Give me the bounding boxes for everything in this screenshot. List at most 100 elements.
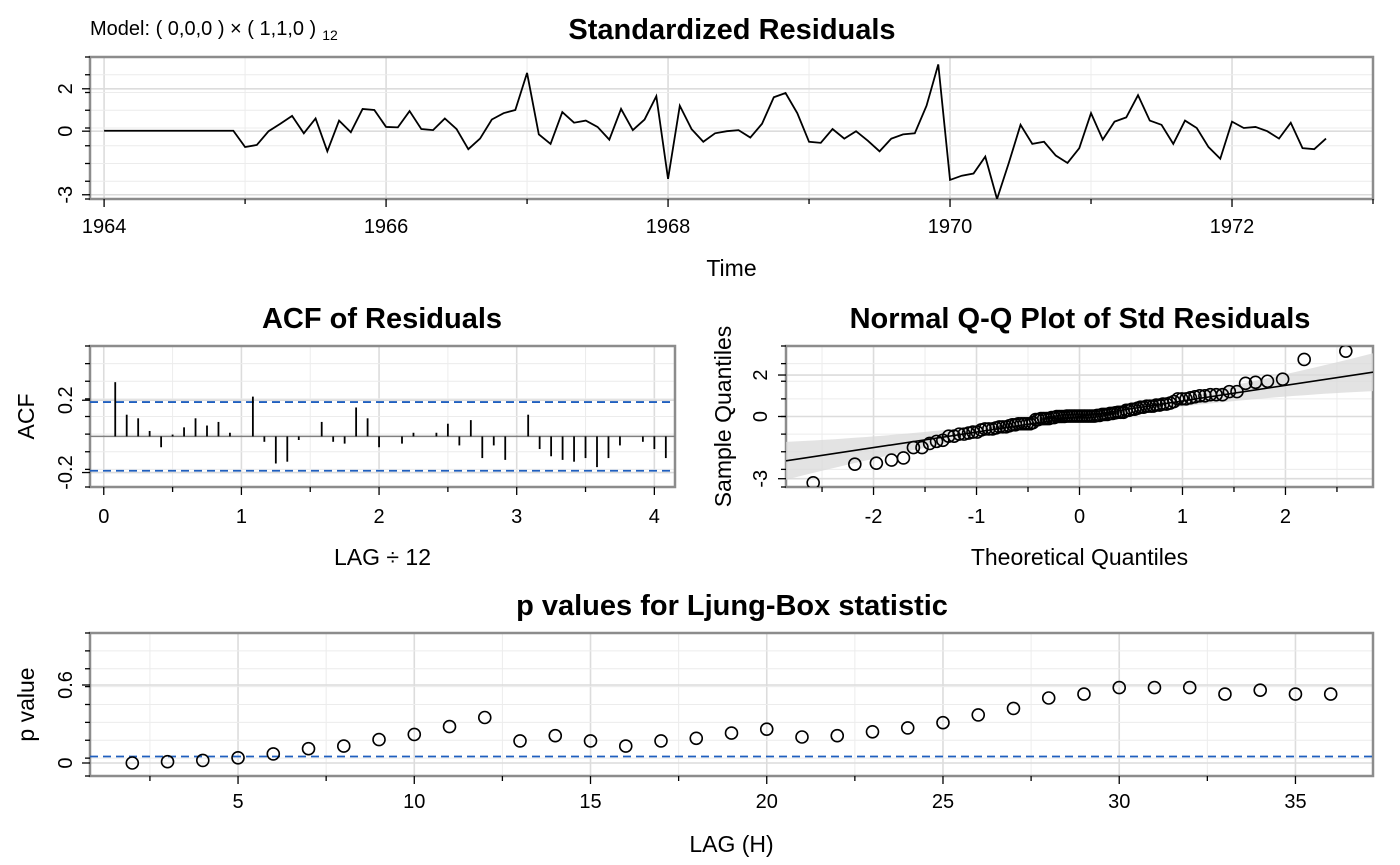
standardized-residuals-panel: 1964 1966 1968 1970 1972 -3 0 2 Standardized Res… — [55, 14, 1375, 281]
qq-point — [982, 422, 996, 436]
residual-series-line — [104, 64, 1327, 199]
x-axis-label: LAG ÷ 12 — [334, 544, 431, 570]
qq-point — [884, 453, 899, 467]
p-value-point — [583, 734, 598, 748]
p-value-point — [1288, 687, 1303, 701]
p-value-point — [372, 732, 386, 747]
y-tick-label: 0 — [55, 757, 77, 768]
x-axis-label: LAG (H) — [689, 831, 773, 857]
x-tick-label: 2 — [1280, 506, 1291, 528]
x-tick-label: 15 — [579, 791, 601, 813]
p-value-point — [442, 719, 457, 734]
p-value-point — [759, 722, 774, 737]
p-value-point — [477, 710, 492, 725]
p-value-point — [1112, 680, 1127, 695]
qq-point — [1175, 392, 1189, 406]
acf-residuals-panel: 0 1 2 3 4 -0.2 0.2 ACF of Residuals LAG ÷ 12 ACF — [13, 303, 677, 570]
qq-point — [1260, 374, 1275, 389]
p-value-point — [795, 730, 809, 744]
x-tick-label: 1972 — [1210, 216, 1255, 238]
x-tick-label: 25 — [932, 791, 954, 813]
x-tick-label: 30 — [1108, 791, 1130, 813]
y-axis: -3 0 2 — [55, 56, 90, 204]
qq-point — [1222, 384, 1237, 399]
p-value-point — [936, 715, 950, 730]
chart-title: Normal Q-Q Plot of Std Residuals — [850, 303, 1311, 335]
x-tick-label: 4 — [649, 506, 660, 528]
y-tick-label: 0.6 — [55, 671, 77, 699]
plot-area — [786, 346, 1373, 487]
plot-area — [90, 680, 1373, 770]
p-value-point — [865, 724, 880, 739]
x-axis: -2 -1 0 1 2 — [821, 487, 1338, 528]
chart-title: p values for Ljung-Box statistic — [516, 590, 948, 622]
p-value-point — [971, 708, 986, 722]
x-tick-label: -2 — [865, 506, 883, 528]
qq-point — [922, 436, 937, 451]
p-value-point — [1041, 691, 1056, 705]
y-tick-label: 0.2 — [55, 386, 77, 414]
model-label: Model: ( 0,0,0 ) × ( 1,1,0 ) 12 — [90, 18, 338, 43]
p-value-point — [160, 754, 175, 769]
y-axis: -3 0 2 — [750, 345, 786, 488]
grid-lines — [90, 633, 1373, 776]
p-value-point — [689, 731, 704, 746]
grid-lines — [90, 346, 675, 487]
x-tick-label: 0 — [98, 506, 109, 528]
x-tick-label: 1 — [236, 506, 247, 528]
qq-point — [1339, 346, 1353, 358]
grid-lines — [90, 57, 1373, 199]
p-value-point — [618, 739, 633, 753]
p-value-point — [1218, 687, 1232, 701]
y-tick-label: 2 — [750, 369, 772, 380]
p-value-point — [231, 750, 245, 765]
x-axis: 5 10 15 20 25 30 35 — [149, 776, 1307, 813]
qq-point — [869, 456, 884, 470]
qq-point — [906, 440, 921, 455]
p-value-point — [513, 734, 527, 748]
y-tick-label: -3 — [750, 470, 772, 488]
chart-title: ACF of Residuals — [262, 303, 502, 335]
x-tick-label: 5 — [232, 791, 243, 813]
x-tick-label: 1964 — [82, 216, 127, 238]
p-value-point — [407, 727, 422, 742]
qq-point — [978, 422, 992, 436]
x-axis: 0 1 2 3 4 — [98, 487, 660, 528]
x-tick-label: 0 — [1074, 506, 1085, 528]
p-value-point — [1253, 683, 1268, 698]
p-value-point — [1147, 680, 1162, 695]
x-tick-label: -1 — [968, 506, 986, 528]
p-value-point — [266, 747, 281, 761]
p-value-point — [548, 728, 563, 743]
qq-point — [1238, 376, 1253, 391]
plot-area — [90, 382, 675, 472]
qq-point — [1193, 388, 1207, 403]
x-tick-label: 1 — [1177, 506, 1188, 528]
p-value-point — [301, 741, 316, 756]
y-axis: 00.6 — [55, 632, 90, 777]
x-axis-label: Time — [706, 255, 756, 281]
qq-point — [995, 420, 1010, 434]
p-value-point — [724, 726, 739, 740]
qq-point — [1209, 387, 1223, 402]
qq-point — [915, 440, 929, 455]
y-tick-label: -3 — [55, 186, 77, 204]
x-axis: 1964 1966 1968 1970 1972 — [82, 199, 1374, 238]
p-value-point — [654, 734, 668, 748]
qq-point — [992, 420, 1007, 434]
qq-point — [929, 434, 944, 449]
qq-point — [1149, 398, 1164, 412]
x-tick-label: 35 — [1284, 791, 1306, 813]
p-value-point — [900, 721, 915, 735]
p-value-point — [1323, 687, 1338, 701]
x-axis-label: Theoretical Quantiles — [971, 544, 1188, 570]
qq-plot-panel: -2 -1 0 1 2 -3 0 2 Normal Q-Q Plot of Std Residu… — [710, 303, 1375, 570]
p-value-point — [195, 753, 210, 768]
y-axis-label: ACF — [13, 394, 39, 440]
y-tick-label: -0.2 — [55, 455, 77, 489]
x-tick-label: 3 — [511, 506, 522, 528]
x-tick-label: 2 — [373, 506, 384, 528]
x-tick-label: 10 — [403, 791, 425, 813]
x-tick-label: 1966 — [364, 216, 409, 238]
